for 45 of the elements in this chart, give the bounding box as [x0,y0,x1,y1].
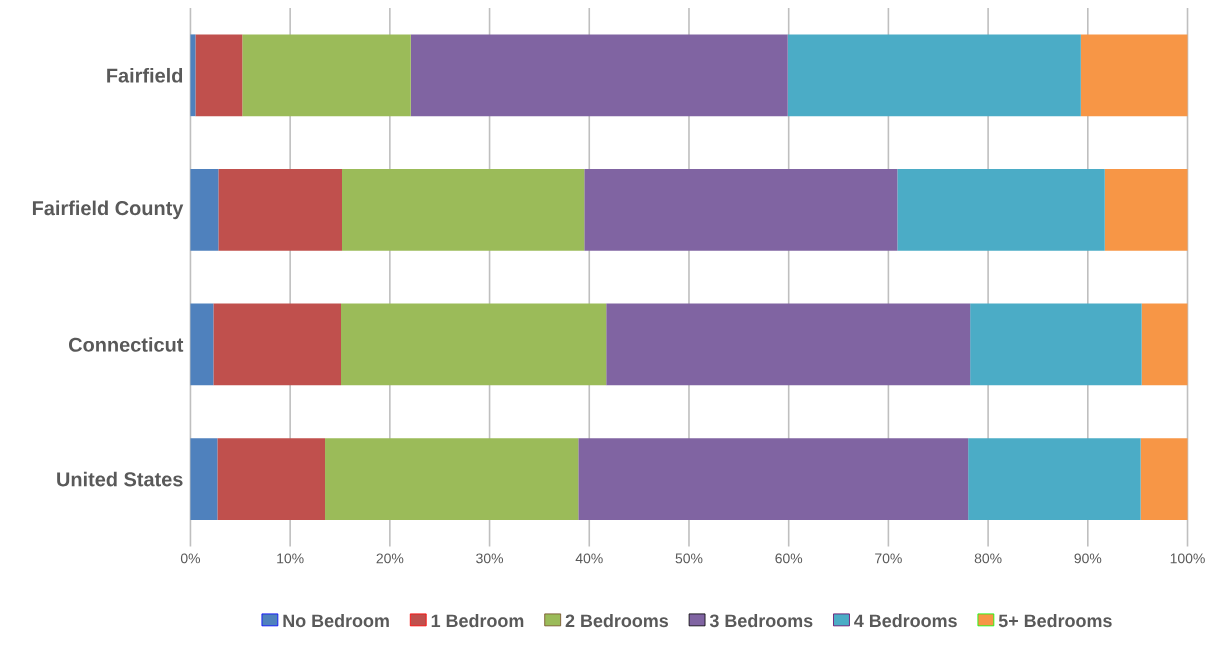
y-tick-label: Fairfield [107,67,183,83]
x-tick-label: 100% [1170,553,1205,564]
legend-label: 3 Bedrooms [709,613,813,628]
bar [578,438,969,520]
x-tick-label: 50% [675,553,703,564]
bar [1104,168,1188,251]
x-tick-label: 60% [775,553,803,564]
legend-label: 1 Bedroom [431,613,524,628]
bar [970,303,1142,386]
x-tick-label: 70% [875,553,902,564]
legend-label: 5+ Bedrooms [998,613,1112,628]
bar [584,168,898,251]
bar [190,438,218,520]
bar [968,438,1141,520]
x-tick-label: 90% [1074,553,1102,564]
bar [1141,303,1188,386]
x-tick-label: 0% [180,553,201,564]
bar [342,168,585,251]
legend-label: No Bedroom [283,613,389,628]
bar [190,34,196,117]
bar [190,303,214,386]
x-tick-label: 10% [277,553,304,564]
bar [217,438,326,520]
bar [190,168,219,251]
y-tick-label: Fairfield County [32,200,184,220]
bar [1080,34,1188,117]
bar [787,34,1081,117]
bar [410,34,788,117]
bar [341,303,607,386]
bar [1140,438,1188,520]
bar [325,438,579,520]
bar [242,34,411,117]
y-tick-label: United States [57,471,183,487]
bar [606,303,971,386]
x-tick-label: 20% [376,553,404,564]
bar [218,168,342,251]
legend-label: 4 Bedrooms [854,613,957,628]
bar [213,303,342,386]
x-tick-label: 80% [974,553,1002,564]
bar [897,168,1105,251]
x-tick-label: 30% [476,553,504,564]
x-tick-label: 40% [575,553,603,564]
legend-label: 2 Bedrooms [565,613,669,628]
y-tick-label: Connecticut [69,337,184,352]
bar [195,34,243,117]
